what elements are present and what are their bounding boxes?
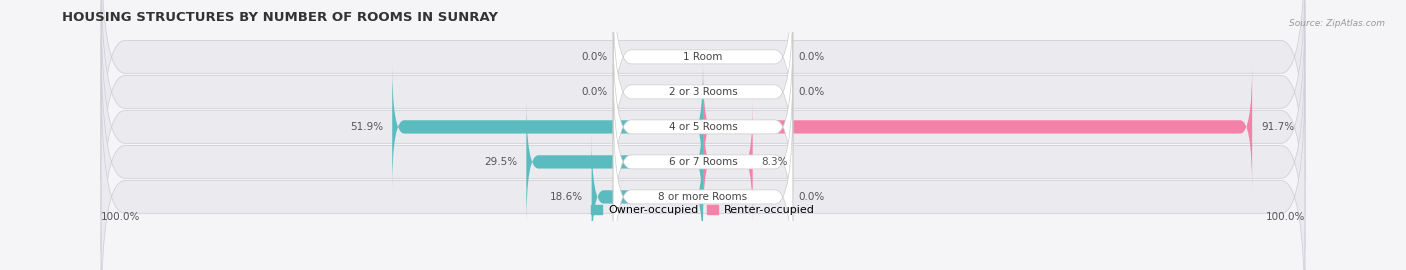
- Text: 0.0%: 0.0%: [581, 87, 607, 97]
- Text: 2 or 3 Rooms: 2 or 3 Rooms: [669, 87, 737, 97]
- Text: Source: ZipAtlas.com: Source: ZipAtlas.com: [1289, 19, 1385, 28]
- Text: 0.0%: 0.0%: [799, 192, 825, 202]
- Text: 8 or more Rooms: 8 or more Rooms: [658, 192, 748, 202]
- FancyBboxPatch shape: [101, 0, 1305, 180]
- Text: 0.0%: 0.0%: [581, 52, 607, 62]
- FancyBboxPatch shape: [392, 63, 703, 190]
- FancyBboxPatch shape: [613, 29, 793, 225]
- Text: 8.3%: 8.3%: [762, 157, 789, 167]
- FancyBboxPatch shape: [101, 3, 1305, 251]
- Text: 18.6%: 18.6%: [550, 192, 582, 202]
- Text: 100.0%: 100.0%: [101, 211, 141, 221]
- FancyBboxPatch shape: [592, 134, 703, 260]
- FancyBboxPatch shape: [526, 99, 703, 225]
- Text: 6 or 7 Rooms: 6 or 7 Rooms: [669, 157, 737, 167]
- Legend: Owner-occupied, Renter-occupied: Owner-occupied, Renter-occupied: [586, 200, 820, 220]
- FancyBboxPatch shape: [703, 99, 752, 225]
- Text: 29.5%: 29.5%: [484, 157, 517, 167]
- Text: 91.7%: 91.7%: [1261, 122, 1295, 132]
- FancyBboxPatch shape: [613, 0, 793, 190]
- FancyBboxPatch shape: [101, 0, 1305, 215]
- FancyBboxPatch shape: [613, 64, 793, 260]
- FancyBboxPatch shape: [703, 63, 1253, 190]
- Text: 100.0%: 100.0%: [1265, 211, 1305, 221]
- FancyBboxPatch shape: [101, 73, 1305, 270]
- Text: 4 or 5 Rooms: 4 or 5 Rooms: [669, 122, 737, 132]
- FancyBboxPatch shape: [101, 38, 1305, 270]
- Text: HOUSING STRUCTURES BY NUMBER OF ROOMS IN SUNRAY: HOUSING STRUCTURES BY NUMBER OF ROOMS IN…: [62, 11, 498, 24]
- Text: 0.0%: 0.0%: [799, 52, 825, 62]
- FancyBboxPatch shape: [613, 0, 793, 155]
- Text: 51.9%: 51.9%: [350, 122, 384, 132]
- FancyBboxPatch shape: [613, 99, 793, 270]
- Text: 0.0%: 0.0%: [799, 87, 825, 97]
- Text: 1 Room: 1 Room: [683, 52, 723, 62]
